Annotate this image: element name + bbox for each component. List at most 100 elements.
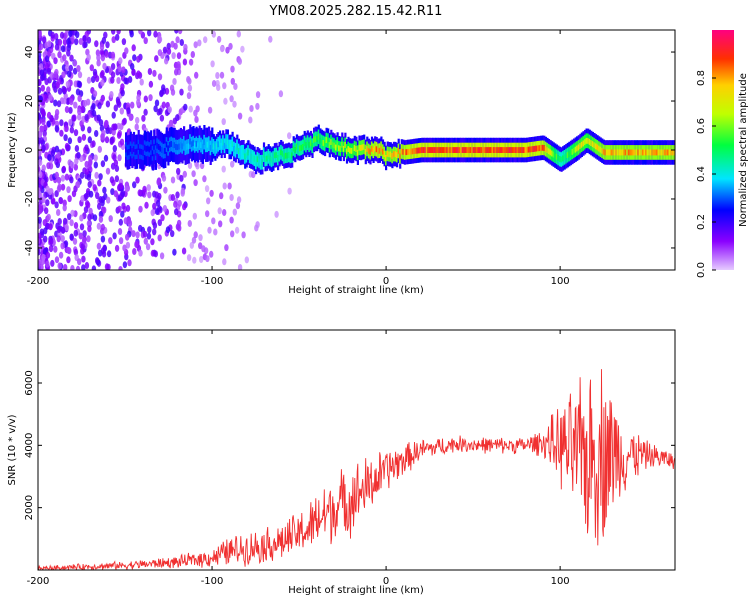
spectrogram-cell	[125, 146, 128, 153]
spectrogram-cell	[464, 147, 468, 153]
spectrogram-cell	[120, 89, 125, 97]
spectrogram-cell	[576, 145, 579, 152]
spectrogram-cell	[303, 140, 306, 147]
spectrogram-cell	[60, 183, 66, 191]
spectrogram-cell	[623, 149, 626, 156]
spectrogram-cell	[435, 147, 438, 153]
spectrogram-cell	[74, 157, 79, 165]
spectrogram-cell	[151, 150, 154, 157]
spectrogram-cell	[177, 30, 183, 35]
spectrogram-cell	[330, 139, 333, 145]
spectrogram-cell	[87, 126, 92, 134]
spectrogram-cell	[60, 242, 65, 250]
spectrogram-cell	[533, 145, 537, 152]
spectrogram-cell	[61, 71, 66, 79]
spectrogram-cell	[101, 36, 107, 44]
spectrogram-cell	[181, 143, 184, 150]
spectrogram-cell	[254, 224, 259, 232]
spectrogram-cell	[84, 160, 89, 168]
spectrogram-cell	[117, 228, 123, 235]
spectrogram-cell	[457, 147, 460, 153]
spectrogram-cell	[322, 140, 325, 146]
spectrogram-cell	[232, 100, 237, 108]
spectrogram-cell	[49, 237, 54, 245]
spectrogram-cell	[38, 43, 44, 51]
spectrogram-cell	[483, 147, 486, 153]
spectrogram-cell	[165, 226, 171, 234]
spectrogram-cell	[560, 156, 563, 163]
spectrogram-cell	[305, 142, 308, 148]
spectrogram-cell	[38, 143, 41, 151]
spectrogram-cell	[39, 69, 45, 77]
spectrogram-cell	[65, 80, 71, 88]
spectrogram-cell	[87, 225, 92, 233]
spectrogram-cell	[43, 227, 48, 235]
spectrogram-cell	[665, 149, 668, 156]
spectrogram-cell	[56, 209, 61, 216]
spectrogram-cell	[77, 136, 82, 144]
spectrogram-cell	[328, 142, 331, 148]
spectrogram-cell	[585, 137, 588, 144]
spectrogram-cell	[339, 146, 342, 152]
spectrogram-cell	[105, 100, 111, 108]
spectrogram-cell	[128, 149, 131, 155]
spectrogram-cell	[268, 35, 273, 43]
spectrogram-cell	[230, 144, 233, 150]
spectrogram-cell	[38, 237, 41, 245]
spectrogram-cell	[590, 140, 593, 146]
spectrogram-cell	[193, 179, 198, 187]
spectrogram-cell	[174, 68, 179, 76]
snr-xlabel: Height of straight line (km)	[288, 585, 424, 596]
spectrogram-cell	[48, 245, 54, 253]
spectrogram-cell	[54, 171, 59, 179]
spectrogram-cell	[222, 258, 227, 266]
spectrogram-cell	[259, 159, 262, 166]
spectrogram-cell	[61, 64, 67, 72]
spectrogram-cell	[73, 248, 79, 256]
spectrogram-ytick-label: 40	[24, 46, 35, 59]
spectrogram-cell	[75, 31, 80, 39]
spectrogram-cell	[249, 105, 254, 112]
spectrogram-cell	[342, 145, 345, 152]
spectrogram-cell	[596, 144, 599, 151]
spectrogram-cell	[324, 140, 327, 147]
spectrogram-cell	[38, 222, 41, 230]
spectrogram-cell	[198, 242, 203, 250]
spectrogram-cell	[593, 142, 596, 149]
spectrogram-cell	[383, 151, 386, 157]
spectrogram-cell	[203, 36, 208, 44]
spectrogram-cell	[62, 54, 67, 62]
spectrogram-cell	[200, 142, 203, 149]
spectrogram-cell	[206, 141, 209, 148]
spectrogram-cell	[78, 232, 84, 240]
spectrogram-cell	[67, 247, 72, 255]
spectrogram-cell	[84, 114, 89, 121]
spectrogram-cell	[47, 154, 52, 161]
spectrogram-cell	[96, 54, 101, 61]
spectrogram-xtick-label: 0	[383, 276, 389, 287]
spectrogram-cell	[161, 147, 164, 153]
colorbar-gradient	[712, 30, 734, 270]
spectrogram-cell	[38, 79, 41, 87]
spectrogram-cell	[386, 150, 389, 157]
spectrogram-ylabel: Frequency (Hz)	[7, 112, 18, 188]
spectrogram-cell	[54, 201, 59, 209]
spectrogram-cell	[68, 64, 74, 72]
spectrogram-cell	[179, 174, 184, 182]
spectrogram-cell	[157, 144, 161, 150]
spectrogram-cell	[114, 165, 120, 172]
spectrogram-cell	[177, 224, 182, 232]
spectrogram-cell	[136, 70, 141, 78]
spectrogram-cell	[162, 46, 168, 54]
spectrogram-cell	[125, 204, 131, 212]
spectrogram-cell	[186, 254, 192, 262]
spectrogram-cell	[566, 152, 569, 159]
spectrogram-cell	[81, 264, 86, 270]
spectrogram-cell	[117, 154, 122, 162]
spectrogram-cell	[526, 147, 529, 153]
spectrogram-cell	[102, 206, 107, 214]
spectrogram-cell	[255, 159, 258, 165]
spectrogram-cell	[408, 148, 411, 155]
spectrogram-cell	[121, 202, 126, 210]
snr-xtick-label: -200	[27, 576, 50, 587]
